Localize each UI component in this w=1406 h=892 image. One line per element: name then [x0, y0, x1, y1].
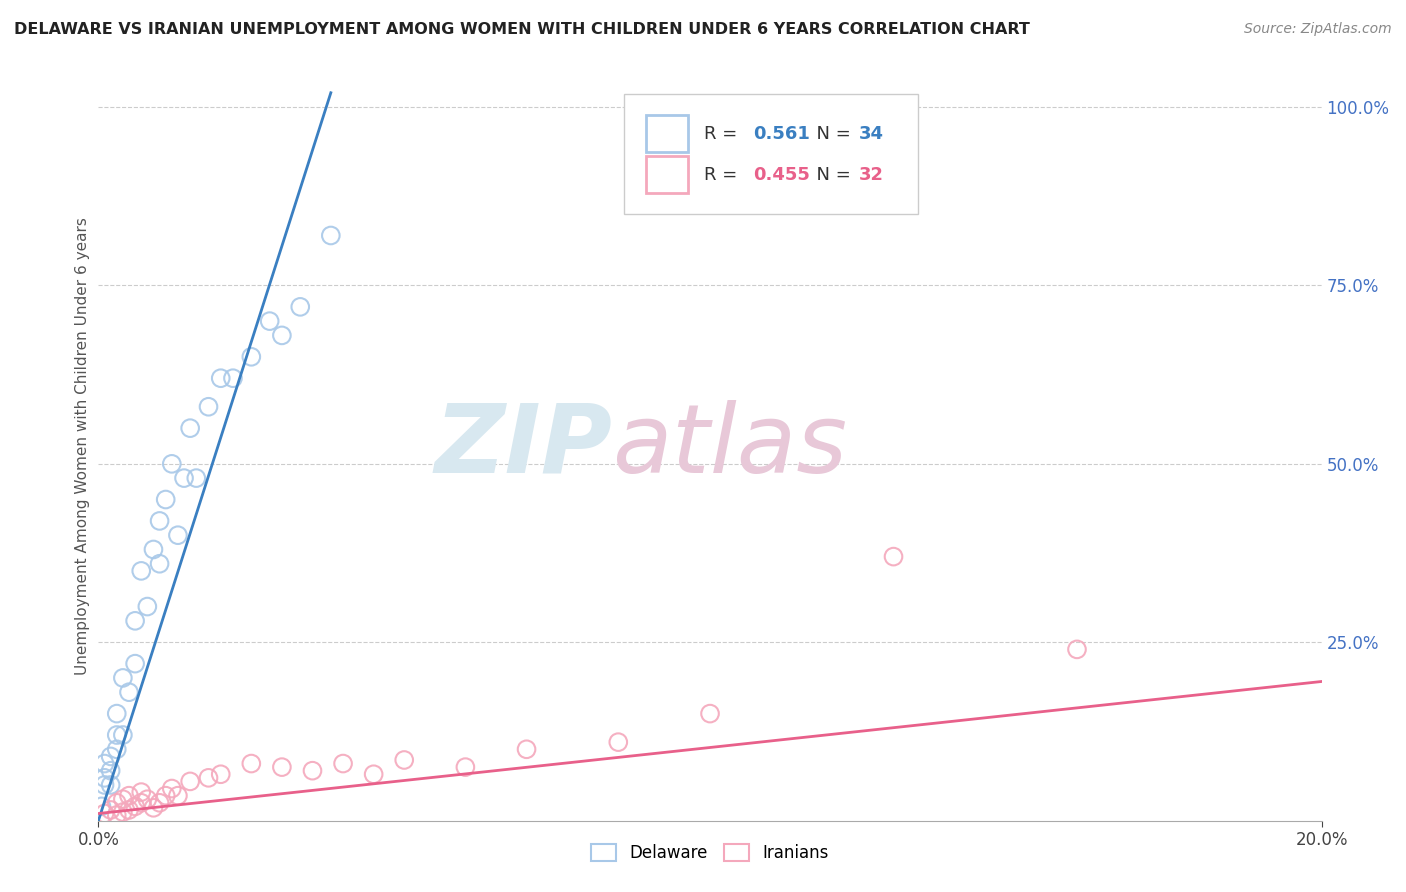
Point — [454, 760, 477, 774]
Point — [105, 742, 128, 756]
Point — [124, 614, 146, 628]
Text: 0.561: 0.561 — [752, 125, 810, 143]
Text: Source: ZipAtlas.com: Source: ZipAtlas.com — [1244, 22, 1392, 37]
Point — [111, 671, 134, 685]
Point — [100, 764, 122, 778]
Point — [197, 400, 219, 414]
Point — [155, 789, 177, 803]
Point — [129, 785, 152, 799]
Point — [118, 685, 141, 699]
FancyBboxPatch shape — [624, 94, 918, 214]
Point — [136, 599, 159, 614]
Point — [111, 805, 134, 819]
Point — [105, 728, 128, 742]
Text: N =: N = — [806, 125, 856, 143]
Point — [167, 528, 190, 542]
Point — [93, 806, 115, 821]
Point — [290, 300, 312, 314]
Point — [240, 350, 263, 364]
Point — [222, 371, 245, 385]
Y-axis label: Unemployment Among Women with Children Under 6 years: Unemployment Among Women with Children U… — [75, 217, 90, 675]
Point — [149, 514, 172, 528]
Text: ZIP: ZIP — [434, 400, 612, 492]
Point — [883, 549, 905, 564]
Text: 34: 34 — [859, 125, 884, 143]
Point — [179, 774, 201, 789]
Point — [209, 371, 232, 385]
Point — [301, 764, 323, 778]
Point — [160, 457, 183, 471]
Point — [93, 771, 115, 785]
Point — [167, 789, 190, 803]
Point — [93, 756, 115, 771]
Point — [100, 803, 122, 817]
Point — [319, 228, 342, 243]
Point — [186, 471, 208, 485]
Text: N =: N = — [806, 166, 856, 184]
Legend: Delaware, Iranians: Delaware, Iranians — [585, 837, 835, 869]
Point — [179, 421, 201, 435]
Point — [209, 767, 232, 781]
Point — [270, 328, 292, 343]
Point — [607, 735, 630, 749]
Point — [173, 471, 195, 485]
Point — [100, 749, 122, 764]
Point — [142, 801, 165, 815]
Point — [111, 792, 134, 806]
Point — [270, 760, 292, 774]
Point — [240, 756, 263, 771]
Point — [124, 657, 146, 671]
Point — [136, 792, 159, 806]
Point — [118, 789, 141, 803]
Point — [160, 781, 183, 796]
Point — [100, 778, 122, 792]
Point — [149, 557, 172, 571]
Text: DELAWARE VS IRANIAN UNEMPLOYMENT AMONG WOMEN WITH CHILDREN UNDER 6 YEARS CORRELA: DELAWARE VS IRANIAN UNEMPLOYMENT AMONG W… — [14, 22, 1031, 37]
Point — [149, 796, 172, 810]
Point — [105, 808, 128, 822]
Point — [142, 542, 165, 557]
Point — [392, 753, 416, 767]
Text: atlas: atlas — [612, 400, 848, 492]
Point — [118, 803, 141, 817]
Text: 32: 32 — [859, 166, 884, 184]
Point — [105, 706, 128, 721]
Point — [1066, 642, 1088, 657]
Point — [363, 767, 385, 781]
Point — [93, 778, 115, 792]
Text: R =: R = — [704, 125, 742, 143]
Text: 0.455: 0.455 — [752, 166, 810, 184]
Point — [124, 799, 146, 814]
Point — [259, 314, 281, 328]
Point — [105, 796, 128, 810]
Text: R =: R = — [704, 166, 742, 184]
Point — [197, 771, 219, 785]
Point — [90, 799, 112, 814]
Point — [699, 706, 721, 721]
Point — [155, 492, 177, 507]
Point — [129, 564, 152, 578]
Point — [129, 796, 152, 810]
Point — [332, 756, 354, 771]
Point — [516, 742, 538, 756]
Point — [111, 728, 134, 742]
